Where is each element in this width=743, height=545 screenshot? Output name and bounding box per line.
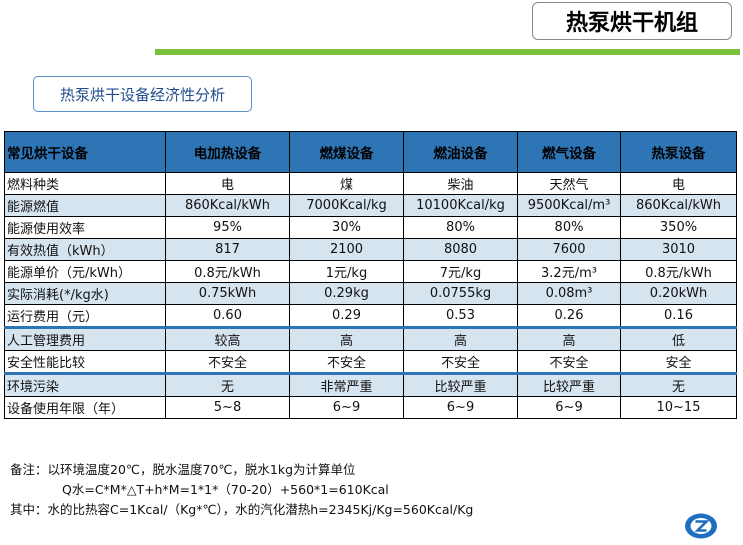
table-cell: 95%	[165, 216, 290, 239]
table-cell: 柴油	[403, 172, 518, 195]
table-cell: 0.75kWh	[165, 282, 290, 305]
table-cell: 0.16	[620, 304, 737, 328]
table-row: 人工管理费用 较高高高高低	[4, 326, 737, 351]
table-cell: 0.0755kg	[403, 282, 518, 305]
table-cell: 高	[289, 326, 404, 351]
table-cell: 非常严重	[289, 372, 404, 397]
table-cell: 不安全	[403, 350, 518, 374]
note-line: 其中：水的比热容C=1Kcal/（Kg*℃），水的汽化潜热h=2345Kj/Kg…	[10, 502, 474, 517]
table-cell: 860Kcal/kWh	[165, 194, 290, 217]
page-title: 热泵烘干机组	[532, 2, 732, 40]
row-label: 有效热值（kWh）	[4, 238, 166, 261]
table-row: 燃料种类电煤柴油 天然气电	[4, 172, 737, 195]
table-cell: 电	[620, 172, 737, 195]
header-cell: 电加热设备	[165, 131, 290, 173]
section-subtitle: 热泵烘干设备经济性分析	[33, 76, 252, 112]
table-row: 实际消耗(*/kg水) 0.75kWh 0.29kg 0.0755kg 0.08m³ 0.…	[4, 282, 737, 305]
table-cell: 9500Kcal/m³	[517, 194, 621, 217]
table-cell: 817	[165, 238, 290, 261]
header-cell: 常见烘干设备	[4, 131, 166, 173]
table-cell: 电	[165, 172, 290, 195]
comparison-table: 常见烘干设备 电加热设备 燃煤设备 燃油设备 燃气设备 热泵设备 燃料种类电煤柴…	[4, 131, 737, 419]
table-cell: 高	[517, 326, 621, 351]
table-cell: 80%	[403, 216, 518, 239]
table-cell: 不安全	[517, 350, 621, 374]
table-cell: 0.29	[289, 304, 404, 328]
table-cell: 6~9	[403, 396, 518, 419]
table-cell: 6~9	[517, 396, 621, 419]
table-cell: 0.29kg	[289, 282, 404, 305]
table-cell: 比较严重	[403, 372, 518, 397]
table-cell: 低	[620, 326, 737, 351]
table-cell: 0.8元/kWh	[620, 260, 737, 283]
table-row: 能源使用效率 95% 30% 80% 80% 350%	[4, 216, 737, 239]
table-row: 能源单价（元/kWh） 0.8元/kWh 1元/kg 7元/kg 3.2元/m³ 0.8元…	[4, 260, 737, 283]
table-row: 有效热值（kWh） 817 2100 8080 7600 3010	[4, 238, 737, 261]
table-cell: 3.2元/m³	[517, 260, 621, 283]
table-row: 设备使用年限（年） 5~8 6~9 6~9 6~9 10~15	[4, 396, 737, 419]
table-cell: 10~15	[620, 396, 737, 419]
table-cell: 6~9	[289, 396, 404, 419]
row-label: 安全性能比较	[4, 350, 166, 374]
table-cell: 5~8	[165, 396, 290, 419]
table-cell: 3010	[620, 238, 737, 261]
table-cell: 7000Kcal/kg	[289, 194, 404, 217]
table-header-row: 常见烘干设备 电加热设备 燃煤设备 燃油设备 燃气设备 热泵设备	[4, 131, 737, 173]
header-divider	[155, 49, 740, 55]
table-row: 安全性能比较 不安全 不安全 不安全 不安全 安全	[4, 350, 737, 374]
table-row: 能源燃值 860Kcal/kWh 7000Kcal/kg 10100Kcal/kg 95…	[4, 194, 737, 217]
table-cell: 0.60	[165, 304, 290, 328]
table-cell: 0.26	[517, 304, 621, 328]
table-cell: 高	[403, 326, 518, 351]
table-cell: 无	[620, 372, 737, 397]
table-cell: 860Kcal/kWh	[620, 194, 737, 217]
header-cell: 燃气设备	[517, 131, 621, 173]
row-label: 能源燃值	[4, 194, 166, 217]
table-cell: 不安全	[289, 350, 404, 374]
row-label: 实际消耗(*/kg水)	[4, 282, 166, 305]
header-cell: 燃油设备	[403, 131, 518, 173]
table-cell: 0.8元/kWh	[165, 260, 290, 283]
note-formula: Q水=C*M*△T+h*M=1*1*（70-20）+560*1=610Kcal	[62, 482, 389, 497]
table-cell: 天然气	[517, 172, 621, 195]
table-cell: 7元/kg	[403, 260, 518, 283]
table-cell: 8080	[403, 238, 518, 261]
note-line: 备注：以环境温度20℃，脱水温度70℃，脱水1kg为计算单位	[10, 462, 356, 477]
table-cell: 10100Kcal/kg	[403, 194, 518, 217]
brand-logo-icon	[685, 513, 717, 539]
table-cell: 不安全	[165, 350, 290, 374]
row-label: 人工管理费用	[4, 326, 166, 351]
row-label: 能源使用效率	[4, 216, 166, 239]
table-cell: 80%	[517, 216, 621, 239]
table-cell: 无	[165, 372, 290, 397]
row-label: 设备使用年限（年）	[4, 396, 166, 419]
table-cell: 2100	[289, 238, 404, 261]
row-label: 燃料种类	[4, 172, 166, 195]
row-label: 环境污染	[4, 372, 166, 397]
table-cell: 煤	[289, 172, 404, 195]
notes-block: 备注：以环境温度20℃，脱水温度70℃，脱水1kg为计算单位 Q水=C*M*△T…	[10, 460, 473, 520]
table-cell: 7600	[517, 238, 621, 261]
header-cell: 热泵设备	[620, 131, 737, 173]
table-cell: 350%	[620, 216, 737, 239]
table-cell: 比较严重	[517, 372, 621, 397]
table-cell: 安全	[620, 350, 737, 374]
table-row: 运行费用（元） 0.60 0.29 0.53 0.26 0.16	[4, 304, 737, 328]
table-cell: 0.20kWh	[620, 282, 737, 305]
row-label: 能源单价（元/kWh）	[4, 260, 166, 283]
table-cell: 1元/kg	[289, 260, 404, 283]
table-cell: 30%	[289, 216, 404, 239]
table-cell: 0.53	[403, 304, 518, 328]
table-cell: 0.08m³	[517, 282, 621, 305]
table-row: 环境污染无非常严重 比较严重 比较严重无	[4, 372, 737, 397]
table-cell: 较高	[165, 326, 290, 351]
row-label: 运行费用（元）	[4, 304, 166, 328]
header-cell: 燃煤设备	[289, 131, 404, 173]
